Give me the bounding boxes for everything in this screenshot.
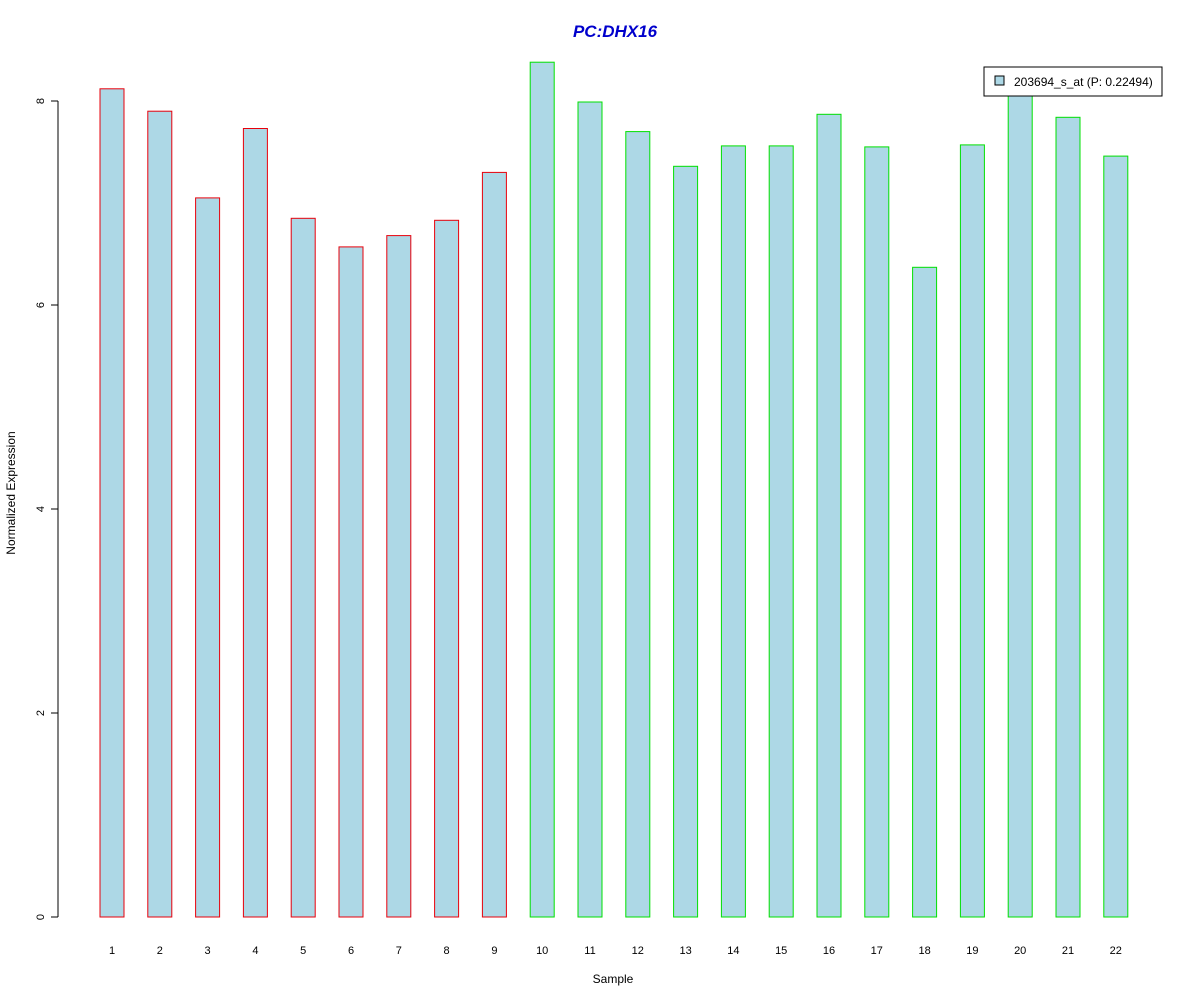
bar [290,217,316,918]
bar [99,88,125,918]
bar [386,235,412,918]
x-tick-label: 12 [632,945,644,957]
bars [99,61,1129,918]
x-tick-label: 5 [300,945,306,957]
y-tick-label: 4 [35,506,47,512]
x-tick-label: 17 [871,945,883,957]
bar [720,145,746,918]
bar [959,144,985,918]
y-tick-label: 8 [35,98,47,104]
y-tick-label: 6 [35,302,47,308]
legend: 203694_s_at (P: 0.22494) [983,66,1163,97]
legend-label: 203694_s_at (P: 0.22494) [1014,75,1153,89]
x-tick-label: 7 [396,945,402,957]
x-tick-label: 20 [1014,945,1026,957]
chart-title: PC:DHX16 [573,22,658,41]
x-tick-label: 19 [966,945,978,957]
x-tick-label: 13 [679,945,691,957]
x-tick-labels: 1 2 3 4 5 6 7 8 9 10 11 12 13 14 15 16 17 18 19 20 21 22 [109,945,1122,957]
x-tick-label: 15 [775,945,787,957]
bar [529,61,555,918]
bar [242,128,268,918]
x-tick-label: 10 [536,945,548,957]
bar [912,266,938,918]
x-tick-label: 3 [205,945,211,957]
bar [673,165,699,918]
bar [577,101,603,918]
x-tick-label: 1 [109,945,115,957]
x-tick-label: 14 [727,945,739,957]
legend-swatch [994,75,1005,86]
x-tick-label: 22 [1110,945,1122,957]
bar [864,146,890,918]
y-axis: 0 2 4 6 8 [35,98,59,920]
x-tick-label: 8 [444,945,450,957]
bar [481,171,507,918]
bar [1055,116,1081,918]
x-tick-label: 9 [491,945,497,957]
x-tick-label: 16 [823,945,835,957]
x-tick-label: 2 [157,945,163,957]
bar [147,110,173,918]
x-tick-label: 18 [918,945,930,957]
x-tick-label: 6 [348,945,354,957]
bar [434,219,460,918]
bar [1103,155,1129,918]
x-tick-label: 11 [584,945,595,957]
y-tick-label: 0 [35,914,47,920]
x-tick-label: 4 [252,945,258,957]
bar [195,197,221,918]
bar [816,113,842,918]
y-tick-label: 2 [35,710,47,716]
bar [768,145,794,918]
x-axis-label: Sample [593,972,634,986]
y-axis-label: Normalized Expression [4,431,18,554]
x-tick-label: 21 [1062,945,1074,957]
bar [338,246,364,918]
bar [625,131,651,918]
legend-box [983,66,1163,97]
bar [1007,90,1033,918]
